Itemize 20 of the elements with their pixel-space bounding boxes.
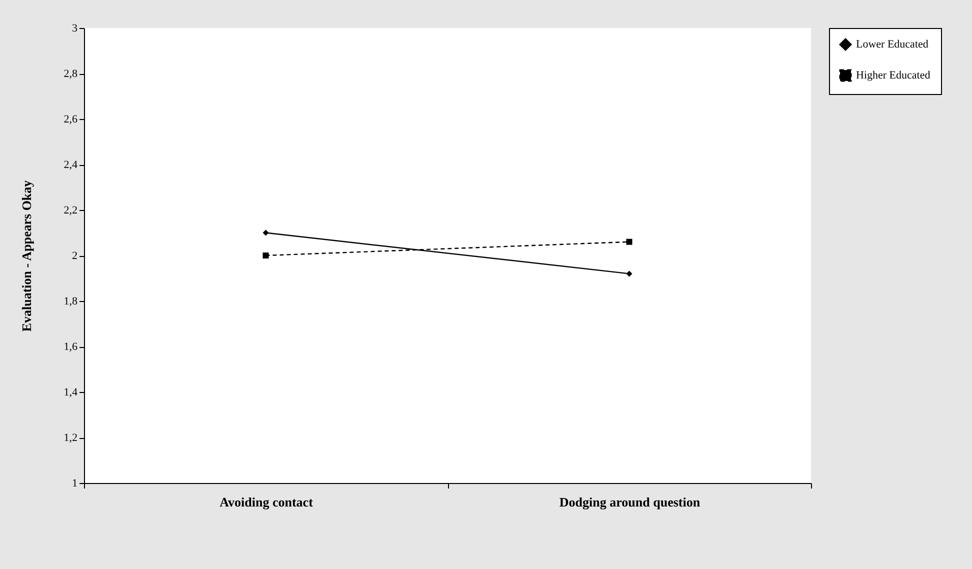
y-axis-title: Evaluation - Appears Okay (18, 180, 34, 332)
legend-label: Lower Educated (856, 38, 929, 50)
y-tick-label: 2,2 (64, 204, 78, 216)
y-tick-label: 1,2 (64, 432, 78, 444)
x-tick-label: Avoiding contact (220, 494, 314, 510)
y-tick-label: 2,8 (64, 68, 78, 80)
y-tick-label: 2 (72, 250, 78, 262)
legend-label: Higher Educated (856, 70, 931, 82)
y-tick-label: 1,6 (64, 341, 78, 353)
point (626, 238, 632, 245)
y-tick-label: 2,6 (64, 114, 78, 126)
y-tick-label: 1,4 (64, 386, 78, 398)
point (626, 270, 632, 277)
y-tick-label: 2,4 (64, 159, 78, 171)
y-tick-label: 1,8 (64, 296, 78, 308)
x-tick-label: Dodging around question (559, 494, 701, 510)
point (262, 252, 269, 258)
point (262, 230, 269, 236)
y-tick-label: 1 (72, 478, 78, 490)
y-tick-label: 3 (72, 22, 78, 34)
